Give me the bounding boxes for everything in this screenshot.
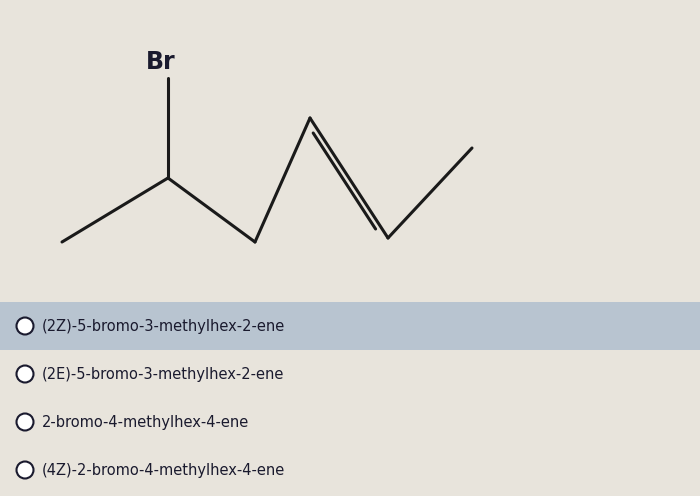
Text: (4Z)-2-bromo-4-methylhex-4-ene: (4Z)-2-bromo-4-methylhex-4-ene	[42, 462, 286, 478]
Circle shape	[17, 317, 34, 334]
Circle shape	[17, 414, 34, 431]
FancyBboxPatch shape	[0, 302, 700, 350]
Circle shape	[17, 366, 34, 382]
Text: (2E)-5-bromo-3-methylhex-2-ene: (2E)-5-bromo-3-methylhex-2-ene	[42, 367, 284, 381]
Circle shape	[17, 461, 34, 479]
Text: 2-bromo-4-methylhex-4-ene: 2-bromo-4-methylhex-4-ene	[42, 415, 249, 430]
Text: Br: Br	[146, 50, 176, 74]
Text: (2Z)-5-bromo-3-methylhex-2-ene: (2Z)-5-bromo-3-methylhex-2-ene	[42, 318, 286, 333]
